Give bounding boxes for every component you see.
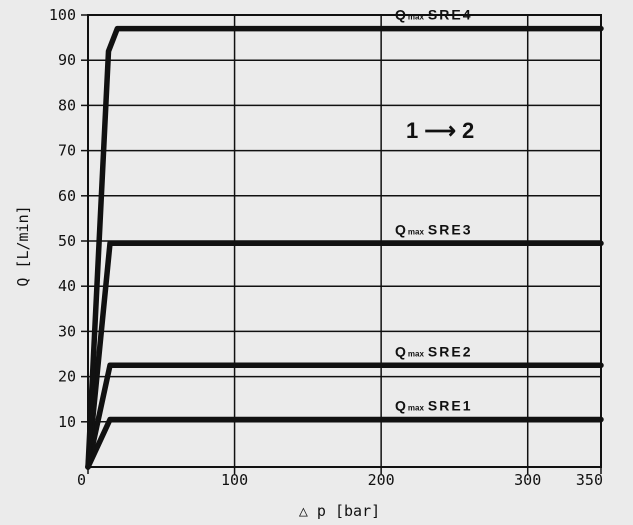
x-tick-label: 0 [77, 471, 86, 489]
x-axis-label: △ p [bar] [299, 502, 380, 520]
x-tick-label: 200 [368, 471, 395, 489]
series-line-2 [85, 362, 604, 470]
x-tick-label: 300 [514, 471, 541, 489]
y-tick-label: 80 [58, 96, 76, 114]
series-lines [85, 25, 604, 470]
x-tick-label: 100 [221, 471, 248, 489]
y-tick-label: 40 [58, 277, 76, 295]
x-tick-label: 350 [576, 471, 603, 489]
y-tick-label: 90 [58, 51, 76, 69]
series-line-4 [85, 25, 604, 470]
y-tick-label: 50 [58, 232, 76, 250]
y-tick-label: 100 [49, 6, 76, 24]
flow-direction-label: 1 ⟶ 2 [406, 118, 474, 143]
y-tick-label: 30 [58, 322, 76, 340]
series-line-1 [85, 416, 604, 470]
y-tick-label: 60 [58, 187, 76, 205]
y-tick-label: 20 [58, 368, 76, 386]
axes: 10 20 30 40 50 60 70 80 90 100 0 100 200 300 350 △ p [b… [14, 6, 603, 520]
y-tick-label: 10 [58, 413, 76, 431]
series-line-3 [85, 240, 604, 470]
y-tick-label: 70 [58, 142, 76, 160]
y-axis-label: Q [L/min] [14, 205, 32, 286]
